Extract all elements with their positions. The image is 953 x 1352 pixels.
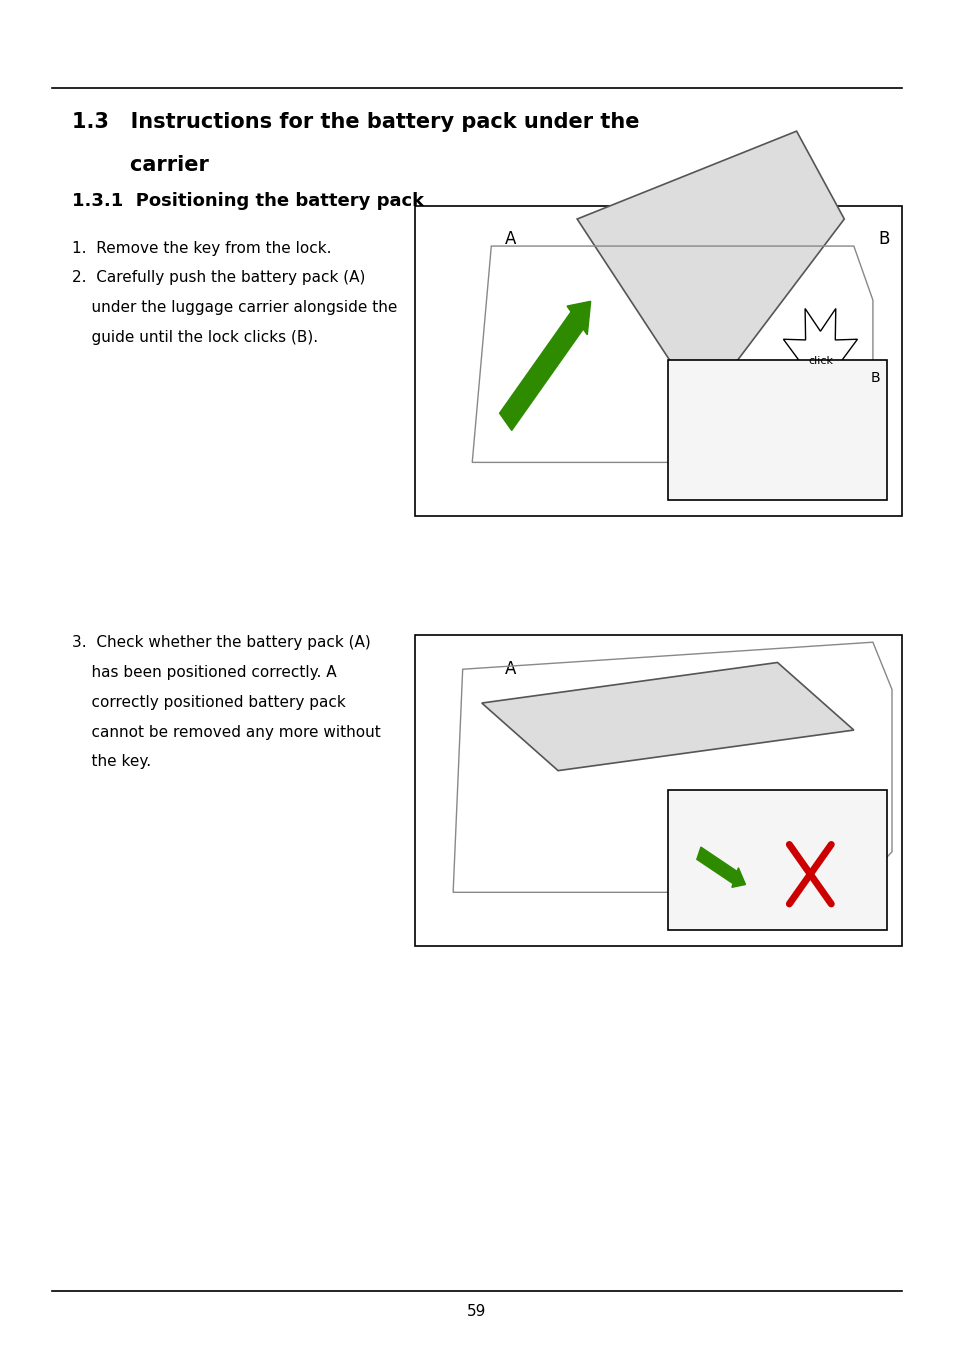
Text: carrier: carrier — [71, 155, 208, 176]
Text: guide until the lock clicks (B).: guide until the lock clicks (B). — [71, 330, 317, 345]
Text: 1.3   Instructions for the battery pack under the: 1.3 Instructions for the battery pack un… — [71, 112, 639, 132]
FancyBboxPatch shape — [415, 635, 901, 946]
Text: under the luggage carrier alongside the: under the luggage carrier alongside the — [71, 300, 396, 315]
Text: click: click — [807, 356, 832, 366]
Text: 2.  Carefully push the battery pack (A): 2. Carefully push the battery pack (A) — [71, 270, 365, 285]
Text: 1.  Remove the key from the lock.: 1. Remove the key from the lock. — [71, 241, 331, 256]
FancyBboxPatch shape — [415, 206, 901, 516]
Text: correctly positioned battery pack: correctly positioned battery pack — [71, 695, 345, 710]
Text: 3.  Check whether the battery pack (A): 3. Check whether the battery pack (A) — [71, 635, 370, 650]
Text: 59: 59 — [467, 1303, 486, 1320]
FancyArrow shape — [499, 301, 590, 430]
FancyBboxPatch shape — [667, 790, 886, 930]
Text: B: B — [878, 230, 889, 247]
Polygon shape — [782, 308, 857, 414]
Polygon shape — [481, 662, 853, 771]
Text: cannot be removed any more without: cannot be removed any more without — [71, 725, 380, 740]
Text: B: B — [870, 370, 880, 385]
Text: 1.3.1  Positioning the battery pack: 1.3.1 Positioning the battery pack — [71, 192, 423, 210]
Text: A: A — [504, 230, 516, 247]
Text: has been positioned correctly. A: has been positioned correctly. A — [71, 665, 335, 680]
FancyArrow shape — [696, 848, 744, 887]
Text: A: A — [504, 660, 516, 677]
Polygon shape — [577, 131, 843, 408]
Text: the key.: the key. — [71, 754, 151, 769]
FancyBboxPatch shape — [667, 360, 886, 500]
